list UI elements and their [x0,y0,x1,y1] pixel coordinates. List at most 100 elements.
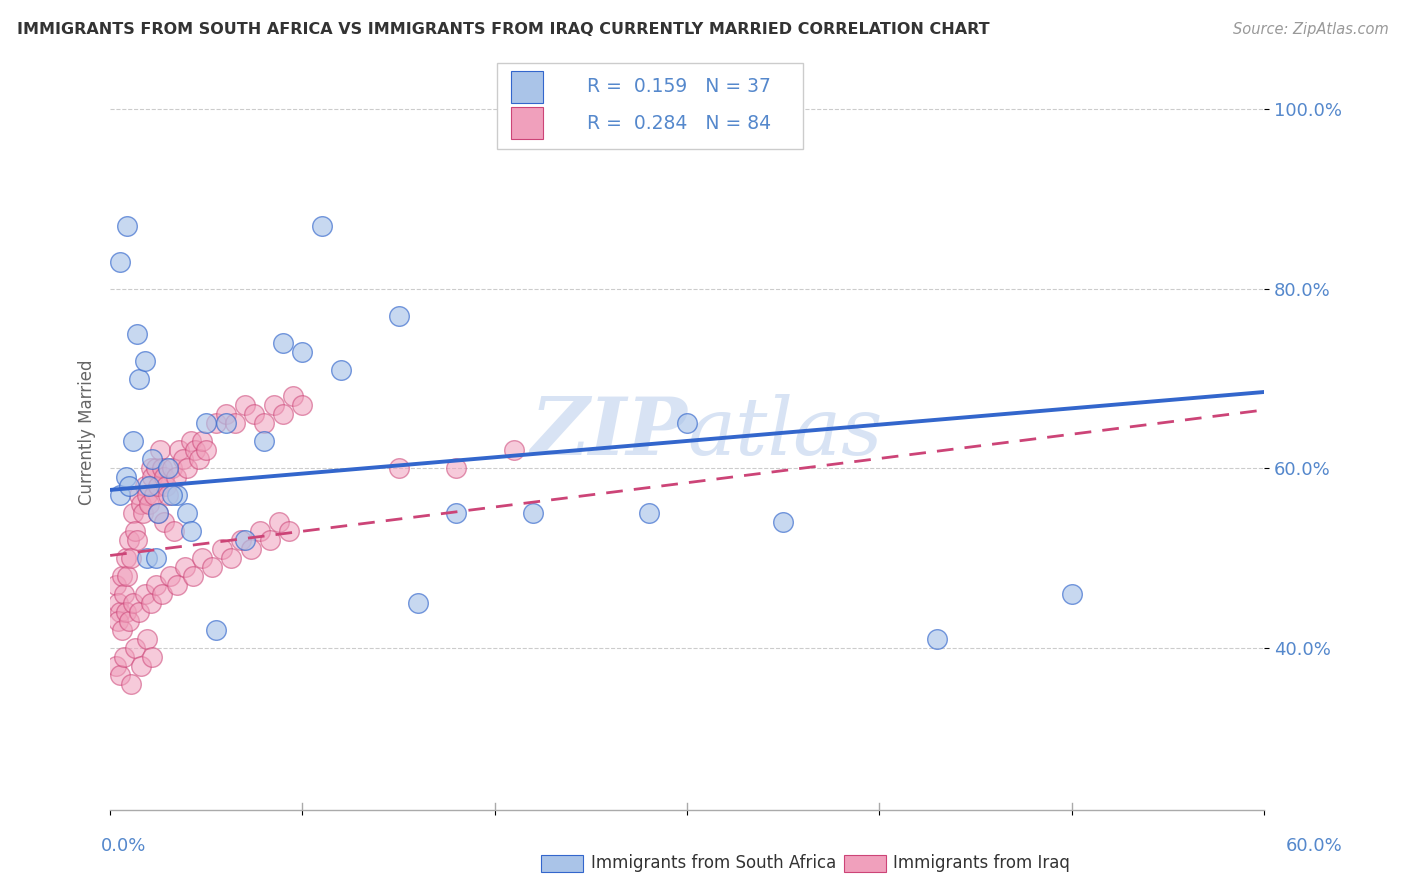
Point [243,408,266,422]
Point [176,506,198,520]
Text: Immigrants from South Africa: Immigrants from South Africa [591,855,835,872]
Point [145,461,167,475]
Point [156,488,179,502]
Point [156,461,179,475]
Point [172,452,194,467]
Point [191,434,214,449]
Point [104,659,127,673]
Text: atlas: atlas [688,393,883,471]
Point [120,677,142,691]
Point [155,479,177,493]
Point [135,488,157,502]
Point [676,417,699,431]
Point [118,614,141,628]
Point [249,524,271,539]
Point [165,470,187,484]
Point [150,587,173,601]
Point [135,551,157,566]
Point [214,408,236,422]
Point [406,596,429,610]
Point [118,479,141,493]
Point [195,417,218,431]
Point [205,417,228,431]
Point [446,461,468,475]
Point [446,506,468,520]
Point [166,578,188,592]
Point [148,506,170,520]
Point [111,569,134,583]
Y-axis label: Currently Married: Currently Married [79,359,96,505]
Point [108,668,131,682]
Point [108,605,131,619]
Text: 0.0%: 0.0% [101,837,146,855]
Point [174,560,197,574]
Point [124,640,146,655]
Point [107,614,129,628]
Point [388,309,411,323]
Point [169,443,191,458]
Point [148,479,170,493]
Point [181,569,204,583]
Point [104,578,127,592]
Text: Immigrants from Iraq: Immigrants from Iraq [893,855,1070,872]
Point [281,389,304,403]
Point [184,443,207,458]
Point [108,254,131,268]
Text: ZIP: ZIP [530,393,688,471]
Point [145,551,167,566]
Point [129,497,152,511]
Point [117,219,139,233]
Text: IMMIGRANTS FROM SOUTH AFRICA VS IMMIGRANTS FROM IRAQ CURRENTLY MARRIED CORRELATI: IMMIGRANTS FROM SOUTH AFRICA VS IMMIGRAN… [17,22,990,37]
Point [124,524,146,539]
Point [291,399,314,413]
Point [141,470,163,484]
Point [143,488,166,502]
Point [148,506,170,520]
Point [176,461,198,475]
Point [637,506,659,520]
Point [166,488,188,502]
Point [134,353,156,368]
Point [160,461,183,475]
Point [112,650,135,665]
Point [112,587,135,601]
Point [141,452,163,467]
Point [278,524,301,539]
Point [233,399,256,413]
Point [134,479,156,493]
Point [138,497,160,511]
Point [159,569,181,583]
Point [253,434,276,449]
Point [135,632,157,646]
Point [503,443,526,458]
Point [291,344,314,359]
Point [150,461,173,475]
Point [122,434,145,449]
Point [107,596,129,610]
Point [114,605,136,619]
Point [114,551,136,566]
Point [263,399,285,413]
Point [233,533,256,548]
Point [125,533,148,548]
Text: 60.0%: 60.0% [1286,837,1343,855]
Text: Source: ZipAtlas.com: Source: ZipAtlas.com [1233,22,1389,37]
Point [271,408,294,422]
Point [134,587,156,601]
Point [180,434,202,449]
Bar [510,107,543,139]
Point [129,659,152,673]
Point [132,506,155,520]
Point [153,515,176,529]
Point [253,417,276,431]
Text: R =  0.159   N = 37: R = 0.159 N = 37 [586,78,770,96]
Point [153,470,176,484]
Point [114,470,136,484]
Point [139,461,162,475]
Point [201,560,224,574]
Point [122,596,145,610]
Point [180,524,202,539]
Point [187,452,209,467]
Point [259,533,281,548]
Point [111,623,134,637]
